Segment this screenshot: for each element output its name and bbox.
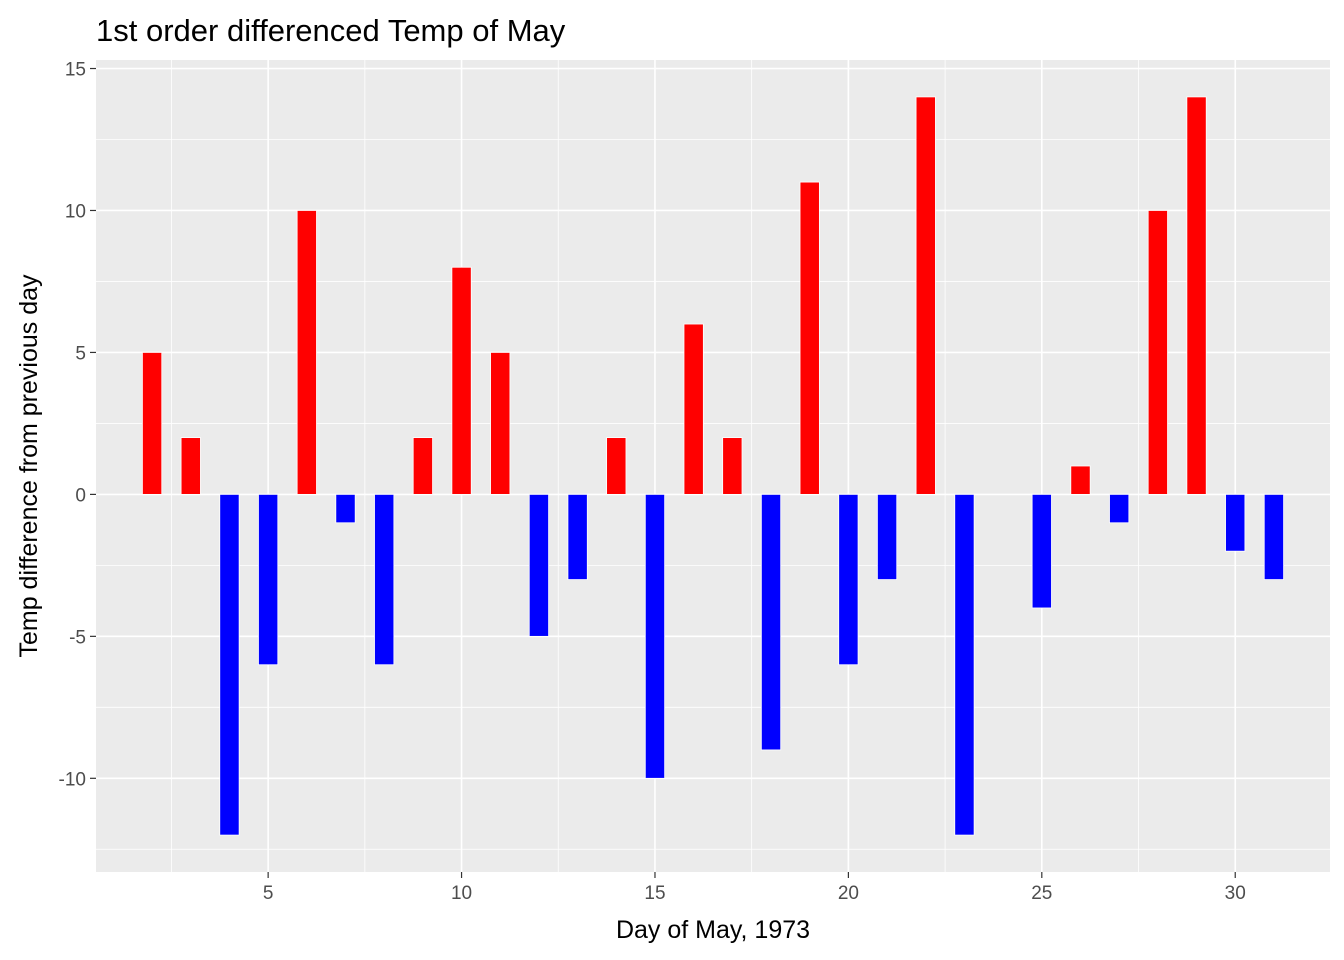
bar-day-12 xyxy=(528,493,549,637)
y-tick-label: 10 xyxy=(65,201,86,222)
y-tick-label: 0 xyxy=(75,485,86,506)
bar-day-10 xyxy=(451,266,472,495)
bars xyxy=(142,96,1284,836)
bar-day-28 xyxy=(1147,210,1168,495)
bar-day-29 xyxy=(1186,96,1207,495)
bar-day-5 xyxy=(258,493,279,666)
bar-day-22 xyxy=(915,96,936,495)
bar-day-9 xyxy=(412,437,433,495)
bar-day-19 xyxy=(799,181,820,495)
x-tick-label: 30 xyxy=(1225,883,1246,904)
x-tick-label: 15 xyxy=(644,883,665,904)
bar-day-17 xyxy=(722,437,743,495)
bar-day-6 xyxy=(296,210,317,495)
bar-day-3 xyxy=(180,437,201,495)
bar-day-26 xyxy=(1070,465,1091,495)
bar-day-20 xyxy=(838,493,859,666)
x-axis-title: Day of May, 1973 xyxy=(616,916,810,944)
bar-day-23 xyxy=(954,493,975,836)
y-tick-label: -10 xyxy=(59,769,86,790)
y-tick-label: 15 xyxy=(65,60,86,81)
bar-day-30 xyxy=(1225,493,1246,552)
axis-ticks: -10 -5 0 5 10 15 5 10 15 20 25 30 xyxy=(59,60,1246,904)
bar-day-27 xyxy=(1109,493,1130,524)
bar-day-8 xyxy=(374,493,395,666)
y-tick-label: 5 xyxy=(75,343,86,364)
y-axis-title: Temp difference from previous day xyxy=(15,274,43,658)
bar-day-18 xyxy=(760,493,782,751)
bar-day-21 xyxy=(877,493,898,580)
x-tick-label: 20 xyxy=(838,883,859,904)
bar-day-31 xyxy=(1263,493,1284,580)
bar-day-4 xyxy=(219,493,240,836)
x-tick-label: 10 xyxy=(451,883,472,904)
x-tick-label: 25 xyxy=(1031,883,1052,904)
chart-title: 1st order differenced Temp of May xyxy=(96,13,566,48)
grid-lines xyxy=(96,60,1330,872)
bar-day-15 xyxy=(644,493,666,779)
bar-day-11 xyxy=(490,352,511,495)
bar-day-25 xyxy=(1031,493,1052,609)
y-tick-label: -5 xyxy=(69,627,86,648)
bar-day-14 xyxy=(606,437,627,495)
bar-day-16 xyxy=(683,323,704,495)
plot-panel xyxy=(96,60,1330,872)
bar-day-7 xyxy=(335,493,356,524)
bar-day-2 xyxy=(142,352,163,495)
x-tick-label: 5 xyxy=(263,883,274,904)
bar-day-13 xyxy=(567,493,588,580)
